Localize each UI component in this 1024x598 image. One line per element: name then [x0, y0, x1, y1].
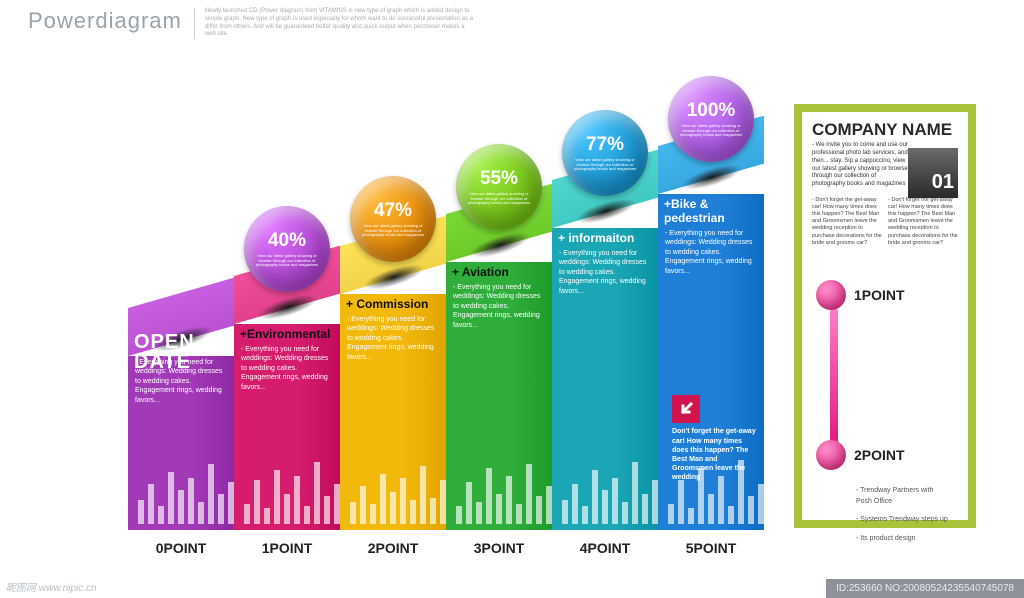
sphere-1: 40%View our latest gallery showing or br… [244, 206, 330, 292]
bar-xlabel-3: 3POINT [446, 540, 552, 556]
bar-1: +Environmental- Everything you need for … [234, 324, 340, 530]
sphere-5: 100%View our latest gallery showing or b… [668, 76, 754, 162]
page-subtitle: Newly launched CD (Power diagram) from V… [194, 8, 474, 39]
bar-heading-3: + Aviation [446, 262, 552, 281]
company-name-title: COMPANY NAME [812, 122, 958, 138]
bar-xlabel-4: 4POINT [552, 540, 658, 556]
bar-5: +Bike & pedestrian- Everything you need … [658, 194, 764, 530]
bar-xlabel-5: 5POINT [658, 540, 764, 556]
bar-4: + informaiton- Everything you need for w… [552, 228, 658, 530]
bar-xlabel-1: 1POINT [234, 540, 340, 556]
sidebar-col-1: - Don't forget the get-away car! How man… [812, 197, 882, 247]
bar-2: + Commission- Everything you need for we… [340, 294, 446, 530]
mini-chart-2 [350, 454, 446, 524]
mini-chart-4 [562, 454, 658, 524]
power-diagram: 0POINT - Everything you need for weddings… [128, 100, 768, 560]
mini-chart-0 [138, 454, 234, 524]
sidebar-list-item: - Its product design [856, 534, 948, 545]
sphere-3: 55%View our latest gallery showing or br… [456, 144, 542, 230]
page-title: Powerdiagram [28, 8, 182, 34]
watermark: 昵图网 www.nipic.cn [6, 579, 97, 594]
bar-heading-4: + informaiton [552, 228, 658, 247]
bar-heading-1: +Environmental [234, 324, 340, 343]
bar-0: - Everything you need for weddings: Wedd… [128, 356, 234, 530]
point-1-ball [816, 280, 846, 310]
mini-chart-3 [456, 454, 552, 524]
bar-desc-5: - Everything you need for weddings: Wedd… [658, 227, 764, 278]
bar-heading-5: +Bike & pedestrian [658, 194, 764, 227]
bar-3: + Aviation- Everything you need for wedd… [446, 262, 552, 530]
point-2-label: 2POINT [854, 447, 905, 463]
bar-desc-4: - Everything you need for weddings: Wedd… [552, 247, 658, 298]
sidebar-columns: - Don't forget the get-away car! How man… [812, 197, 958, 247]
bar-desc-2: - Everything you need for weddings: Wedd… [340, 313, 446, 364]
point-1-label: 1POINT [854, 287, 905, 303]
point-2-ball [816, 440, 846, 470]
sidebar-list-item: - Trendway Partners with Posh Office [856, 486, 948, 507]
bar-desc-1: - Everything you need for weddings: Wedd… [234, 343, 340, 394]
sidebar-panel: COMPANY NAME - We invite you to come and… [794, 104, 976, 528]
bar-xlabel-0: 0POINT [128, 540, 234, 556]
footer-id: ID:253660 NO:20080524235540745078 [826, 579, 1024, 598]
arrow-down-left-icon [672, 395, 700, 423]
sidebar-list-item: - Systems Trendway steps up [856, 515, 948, 526]
bar-desc-3: - Everything you need for weddings: Wedd… [446, 281, 552, 332]
callout-box: Don't forget the get-away car! How many … [672, 395, 758, 482]
mini-chart-1 [244, 454, 340, 524]
badge-number: 01 [908, 148, 958, 198]
bar-xlabel-2: 2POINT [340, 540, 446, 556]
sphere-2: 47%View our latest gallery showing or br… [350, 176, 436, 262]
company-blurb: - We invite you to come and use our prof… [812, 142, 908, 189]
sidebar-col-2: - Don't forget the get-away car! How man… [888, 197, 958, 247]
open-date-label: OPEN DATE [134, 332, 195, 372]
point-connector [830, 308, 838, 446]
sidebar-list: - Trendway Partners with Posh Office - Sy… [856, 486, 948, 552]
bar-heading-2: + Commission [340, 294, 446, 313]
sphere-4: 77%View our latest gallery showing or br… [562, 110, 648, 196]
